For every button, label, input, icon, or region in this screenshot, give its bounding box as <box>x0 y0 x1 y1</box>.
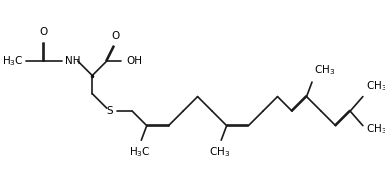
Text: NH: NH <box>65 56 81 66</box>
Text: H$_3$C: H$_3$C <box>2 54 23 68</box>
Text: CH$_3$: CH$_3$ <box>366 79 385 93</box>
Text: O: O <box>40 27 48 37</box>
Text: CH$_3$: CH$_3$ <box>366 122 385 136</box>
Text: O: O <box>111 31 119 41</box>
Text: OH: OH <box>126 56 142 66</box>
Text: H$_3$C: H$_3$C <box>129 146 150 159</box>
Text: CH$_3$: CH$_3$ <box>314 63 335 77</box>
Text: S: S <box>106 106 113 116</box>
Text: CH$_3$: CH$_3$ <box>209 146 230 159</box>
